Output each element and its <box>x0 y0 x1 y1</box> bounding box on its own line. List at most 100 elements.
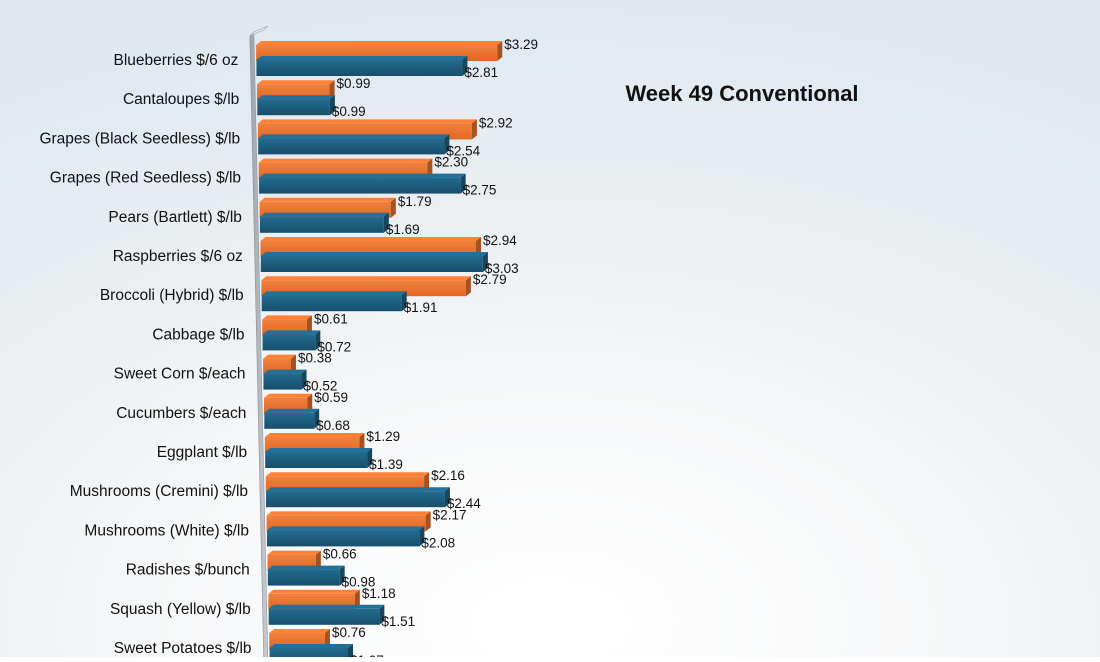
bar-series2 <box>259 212 389 233</box>
bar-series2 <box>256 56 468 76</box>
bar-series2-front-face <box>262 334 316 351</box>
category-label: Raspberries $/6 oz <box>113 248 243 265</box>
category-label: Cucumbers $/each <box>116 405 246 422</box>
data-label-series1: $0.61 <box>314 311 348 326</box>
bar-series2 <box>258 134 450 155</box>
category-label: Squash (Yellow) $/lb <box>110 601 251 618</box>
bar-series1-top-face <box>259 197 396 202</box>
bar-series1-end-face <box>471 119 477 140</box>
data-label-series1: $2.30 <box>434 155 468 170</box>
category-label: Cantaloupes $/lb <box>123 91 239 108</box>
bar-series1-end-face <box>390 197 396 218</box>
data-label-series2: $1.39 <box>369 457 403 472</box>
category-label: Sweet Potatoes $/lb <box>114 640 252 657</box>
bar-series2-front-face <box>259 216 384 233</box>
labels-layer: Blueberries $/6 oz $3.29 $2.81 Cantaloupes … <box>39 37 538 662</box>
data-label-series2: $1.51 <box>381 614 415 629</box>
bars-layer <box>256 41 503 662</box>
bar-series2-top-face <box>267 565 345 570</box>
bar-series2-top-face <box>260 252 488 256</box>
bar-series2-end-face <box>367 448 373 468</box>
bar-series2-top-face <box>264 408 320 413</box>
bar-series2 <box>266 526 425 547</box>
bar-series2-front-face <box>266 491 445 508</box>
bar-series2-top-face <box>256 56 468 60</box>
bar-series2-front-face <box>258 138 445 155</box>
bar-series2 <box>263 369 307 390</box>
bar-series2 <box>264 408 320 429</box>
bar-series2-top-face <box>266 487 450 492</box>
bar-series2-front-face <box>260 256 483 272</box>
bar-series2-end-face <box>444 134 450 155</box>
bar-series2-end-face <box>419 526 425 547</box>
category-label: Pears (Bartlett) $/lb <box>108 209 242 226</box>
bar-series1-top-face <box>264 433 365 437</box>
bar-series2-front-face <box>263 373 302 390</box>
data-label-series2: $0.52 <box>304 379 338 394</box>
bar-series1-end-face <box>497 41 503 61</box>
data-label-series1: $1.29 <box>366 429 400 444</box>
data-label-series1: $2.79 <box>473 272 507 287</box>
data-label-series2: $0.99 <box>332 104 366 119</box>
data-label-series1: $2.92 <box>479 115 513 130</box>
bar-series2-end-face <box>462 56 468 76</box>
data-label-series2: $2.75 <box>463 183 497 198</box>
bar-series2-front-face <box>265 452 368 468</box>
data-label-series2: $2.08 <box>421 535 455 550</box>
data-label-series2: $0.68 <box>316 418 350 433</box>
bar-series2 <box>260 252 488 272</box>
category-label: Broccoli (Hybrid) $/lb <box>100 287 244 304</box>
bar-series1-top-face <box>266 511 431 516</box>
bar-series2-end-face <box>401 291 407 312</box>
category-label: Cabbage $/lb <box>152 326 244 343</box>
bar-series1-end-face <box>465 276 471 297</box>
data-label-series2: $3.03 <box>485 261 519 276</box>
data-label-series2: $2.54 <box>446 143 480 158</box>
bar-series2 <box>257 95 335 116</box>
category-label: Mushrooms (Cremini) $/lb <box>70 483 248 500</box>
bar-series1-top-face <box>268 589 360 594</box>
bar-series1-top-face <box>269 629 330 633</box>
category-label: Eggplant $/lb <box>157 444 248 461</box>
category-label: Grapes (Red Seedless) $/lb <box>50 170 241 187</box>
bar-series2-end-face <box>379 604 385 625</box>
bar-series2-end-face <box>482 252 488 272</box>
data-label-series1: $0.66 <box>323 547 357 562</box>
bar-series1-top-face <box>261 276 471 281</box>
bar-series1-top-face <box>265 472 430 477</box>
bar-series2 <box>267 565 345 586</box>
category-label: Mushrooms (White) $/lb <box>84 522 249 539</box>
bar-series2-top-face <box>265 448 373 452</box>
bar-series1-top-face <box>256 80 335 85</box>
bar-series2-end-face <box>339 565 345 586</box>
bar-series2 <box>259 173 466 194</box>
bar-series1-end-face <box>425 511 431 532</box>
data-label-series1: $2.17 <box>433 507 467 522</box>
bar-series1-top-face <box>263 393 313 398</box>
data-label-series2: $0.98 <box>342 575 376 590</box>
data-label-series2: $2.81 <box>464 65 498 80</box>
data-label-series1: $0.59 <box>314 390 348 405</box>
bar-series2-top-face <box>257 95 335 100</box>
data-label-series1: $3.29 <box>504 37 538 52</box>
bar-series2-top-face <box>259 212 389 217</box>
bar-series2-front-face <box>256 60 463 76</box>
data-label-series2: $1.69 <box>386 222 420 237</box>
bar-series1-top-face <box>257 119 477 124</box>
bar-series1-top-face <box>267 550 321 555</box>
data-label-series2: $2.44 <box>447 496 481 511</box>
bar-series2-end-face <box>460 173 466 194</box>
bar-series2-front-face <box>264 412 315 429</box>
category-label: Radishes $/bunch <box>126 562 250 579</box>
bar-series2-end-face <box>315 330 321 351</box>
data-label-series1: $0.38 <box>298 351 332 366</box>
data-label-series1: $2.16 <box>431 468 465 483</box>
bar-series2-top-face <box>258 134 450 139</box>
chart-title: Week 49 Conventional <box>625 81 858 106</box>
bar-series2-top-face <box>263 369 307 374</box>
data-label-series2: $1.07 <box>350 653 384 657</box>
bar-series2-top-face <box>261 291 407 296</box>
bar-series2-top-face <box>259 173 466 178</box>
axis-wall-top-cap <box>249 25 269 37</box>
